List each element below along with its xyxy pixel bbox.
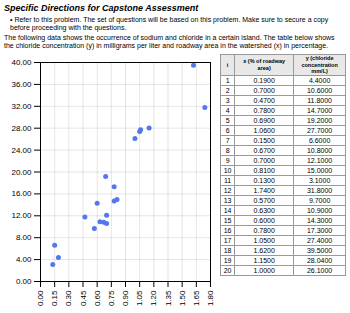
svg-text:1.65: 1.65 <box>192 290 201 306</box>
html-text:17: 17 <box>223 236 232 244</box>
html-text:11: 11 <box>224 176 232 184</box>
svg-text:12.00: 12.00 <box>11 211 32 220</box>
html-text:27.7000: 27.7000 <box>306 126 333 134</box>
html-text:0.6300: 0.6300 <box>253 206 275 214</box>
html-text:18: 18 <box>223 246 232 254</box>
svg-text:0.45: 0.45 <box>79 290 88 306</box>
html-text:0.7800: 0.7800 <box>253 226 275 234</box>
html-text:6.6000: 6.6000 <box>308 136 331 144</box>
html-text:19: 19 <box>223 256 232 264</box>
svg-text:32.00: 32.00 <box>11 102 32 111</box>
html-text:0.6900: 0.6900 <box>253 116 275 124</box>
svg-text:28.00: 28.00 <box>11 124 32 133</box>
svg-text:0.00: 0.00 <box>16 277 32 286</box>
html-text:4.4000: 4.4000 <box>308 76 331 84</box>
svg-text:0.75: 0.75 <box>107 290 116 306</box>
svg-text:0.90: 0.90 <box>121 290 130 306</box>
svg-text:36.00: 36.00 <box>11 80 32 89</box>
svg-text:20.00: 20.00 <box>11 168 32 177</box>
html-text:3: 3 <box>225 96 230 104</box>
html-text:12.1000: 12.1000 <box>306 156 333 164</box>
svg-text:40.00: 40.00 <box>11 58 32 67</box>
html-text:3.1000: 3.1000 <box>308 176 331 184</box>
html-text:26.1000: 26.1000 <box>306 266 333 274</box>
svg-text:8.00: 8.00 <box>16 233 32 242</box>
html-text:0.6000: 0.6000 <box>253 216 275 224</box>
html-text:y (chloride concentration mm/L: y (chloride concentration mm/L) <box>301 55 338 74</box>
html-text:14.7000: 14.7000 <box>306 106 333 114</box>
html-text:0.7000: 0.7000 <box>253 156 275 164</box>
html-text:10.9000: 10.9000 <box>306 206 333 214</box>
svg-text:0.30: 0.30 <box>64 290 73 306</box>
html-text:20: 20 <box>223 266 232 274</box>
html-text:1.0600: 1.0600 <box>253 126 275 134</box>
html-text:0.4700: 0.4700 <box>253 96 275 104</box>
svg-text:0.00: 0.00 <box>36 290 45 306</box>
html-text:1.0000: 1.0000 <box>253 266 275 274</box>
html-text:17.3000: 17.3000 <box>306 226 333 234</box>
html-text:0.7800: 0.7800 <box>253 106 275 114</box>
html-text:0.1900: 0.1900 <box>253 76 275 84</box>
html-text:7: 7 <box>225 136 230 144</box>
html-text:0.6700: 0.6700 <box>253 146 275 154</box>
html-text:1.6200: 1.6200 <box>253 246 275 254</box>
html-text:2: 2 <box>225 86 230 94</box>
html-text:0.8100: 0.8100 <box>253 166 275 174</box>
html-text:5: 5 <box>225 116 230 124</box>
html-text:15: 15 <box>223 216 232 224</box>
html-text:39.5000: 39.5000 <box>306 246 333 254</box>
html-text:14: 14 <box>223 206 232 214</box>
html-text:28.0400: 28.0400 <box>306 256 333 264</box>
html-text:9.7000: 9.7000 <box>308 196 331 204</box>
html-text:19.2000: 19.2000 <box>306 116 333 124</box>
html-text:11.8000: 11.8000 <box>307 96 332 104</box>
svg-text:1.50: 1.50 <box>178 290 187 306</box>
html-text:31.8000: 31.8000 <box>306 186 333 194</box>
html-text:10: 10 <box>223 166 232 174</box>
svg-text:1.80: 1.80 <box>206 290 215 306</box>
html-text:13: 13 <box>223 196 232 204</box>
html-text:8: 8 <box>225 146 230 154</box>
svg-text:0.60: 0.60 <box>93 290 102 306</box>
html-text:1.1500: 1.1500 <box>253 256 275 264</box>
html-text:10.8000: 10.8000 <box>306 146 333 154</box>
html-text:6: 6 <box>225 126 230 134</box>
html-text:• Refer to this problem. The s: • Refer to this problem. The set of ques… <box>10 16 329 31</box>
html-text:16: 16 <box>223 226 232 234</box>
svg-text:0.15: 0.15 <box>50 290 59 306</box>
html-text:15.0000: 15.0000 <box>306 166 333 174</box>
html-text:The following data shows the o: The following data shows the occurrence … <box>4 34 335 49</box>
html-text:0.7000: 0.7000 <box>253 86 275 94</box>
html-text:0.5700: 0.5700 <box>253 196 275 204</box>
html-text:1.0500: 1.0500 <box>253 236 275 244</box>
html-text:4: 4 <box>225 106 230 114</box>
svg-text:1.35: 1.35 <box>164 290 173 306</box>
html-text:i: i <box>226 61 229 68</box>
html-text:9: 9 <box>225 156 230 164</box>
html-text:0.1300: 0.1300 <box>253 176 275 184</box>
svg-text:1.05: 1.05 <box>135 290 144 306</box>
html-text:1.7400: 1.7400 <box>253 186 275 194</box>
svg-text:4.00: 4.00 <box>16 255 32 264</box>
html-text:10.6000: 10.6000 <box>306 86 333 94</box>
svg-text:16.00: 16.00 <box>11 189 32 198</box>
svg-text:1.20: 1.20 <box>149 290 158 306</box>
html-text:12: 12 <box>223 186 232 194</box>
html-text:Specific Directions for Capsto: Specific Directions for Capstone Assessm… <box>4 3 199 13</box>
html-text:14.3000: 14.3000 <box>306 216 333 224</box>
svg-text:24.00: 24.00 <box>11 146 32 155</box>
html-text:x (% of roadway area): x (% of roadway area) <box>243 58 286 71</box>
html-text:27.4000: 27.4000 <box>306 236 333 244</box>
html-text:1: 1 <box>225 76 230 84</box>
html-text:0.1500: 0.1500 <box>253 136 275 144</box>
